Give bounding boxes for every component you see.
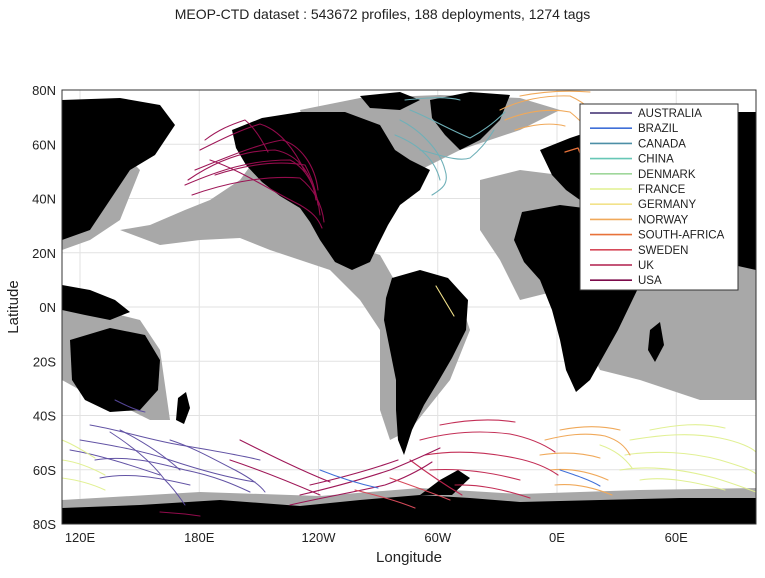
legend-label: AUSTRALIA (638, 108, 702, 120)
france-tracks (62, 424, 756, 493)
y-tick-label: 80N (32, 83, 56, 98)
australia-tracks (69, 399, 266, 506)
x-tick-label: 0E (549, 530, 565, 545)
x-tick-label: 120W (302, 530, 337, 545)
legend-label: BRAZIL (638, 123, 679, 135)
legend: AUSTRALIA BRAZIL CANADA CHINA DENMARK FRANCE G… (579, 103, 739, 291)
x-axis-label: Longitude (376, 549, 442, 566)
y-tick-label: 0N (39, 300, 56, 315)
y-tick-label: 60N (32, 137, 56, 152)
madagascar-land (648, 322, 664, 362)
asia-west-land (62, 98, 175, 240)
legend-label: SWEDEN (638, 245, 688, 257)
legend-entries: AUSTRALIA BRAZIL CANADA CHINA DENMARK FRANCE G… (590, 108, 725, 287)
y-axis-label: Latitude (5, 280, 22, 333)
legend-label: NORWAY (638, 214, 689, 226)
new-zealand-land (176, 392, 190, 424)
arctic-islands-land (360, 92, 420, 110)
legend-label: CANADA (638, 138, 686, 150)
legend-label: USA (638, 275, 662, 287)
uk-tracks (409, 419, 559, 499)
germany-tracks (435, 285, 455, 317)
south-america-land (384, 270, 468, 455)
y-tick-labels: 80N 60N 40N 20N 0N 20S 40S 60S 80S (32, 83, 56, 532)
legend-label: GERMANY (638, 199, 696, 211)
legend-label: DENMARK (638, 169, 696, 181)
greenland-land (430, 92, 510, 150)
antarctica-land (62, 495, 756, 524)
x-tick-label: 120E (65, 530, 96, 545)
usa-southern-tracks (159, 439, 441, 517)
legend-box (579, 103, 739, 291)
y-tick-label: 80S (33, 517, 56, 532)
plot-frame (61, 89, 757, 525)
y-tick-label: 20S (33, 354, 56, 369)
y-tick-label: 40N (32, 192, 56, 207)
y-tick-label: 20N (32, 246, 56, 261)
legend-label: CHINA (638, 154, 674, 166)
x-tick-label: 60E (665, 530, 688, 545)
norway-southern-tracks (539, 426, 631, 496)
x-tick-labels: 120E 180E 120W 60W 0E 60E (65, 530, 688, 545)
legend-label: SOUTH-AFRICA (638, 230, 725, 242)
brazil-tracks (319, 469, 601, 489)
usa-tracks (184, 119, 325, 229)
y-tick-label: 60S (33, 463, 56, 478)
map-title: MEOP-CTD dataset : 543672 profiles, 188 … (174, 6, 591, 22)
tag-tracks (62, 90, 756, 517)
x-tick-label: 60W (424, 530, 451, 545)
x-tick-label: 180E (184, 530, 215, 545)
canada-tracks (394, 97, 506, 196)
y-tick-label: 40S (33, 409, 56, 424)
australia-land (70, 328, 160, 412)
legend-label: UK (638, 260, 654, 272)
antarctic-peninsula-land (420, 470, 470, 495)
legend-label: FRANCE (638, 184, 686, 196)
maritime-asia-land (62, 285, 130, 320)
sweden-tracks (354, 477, 451, 509)
